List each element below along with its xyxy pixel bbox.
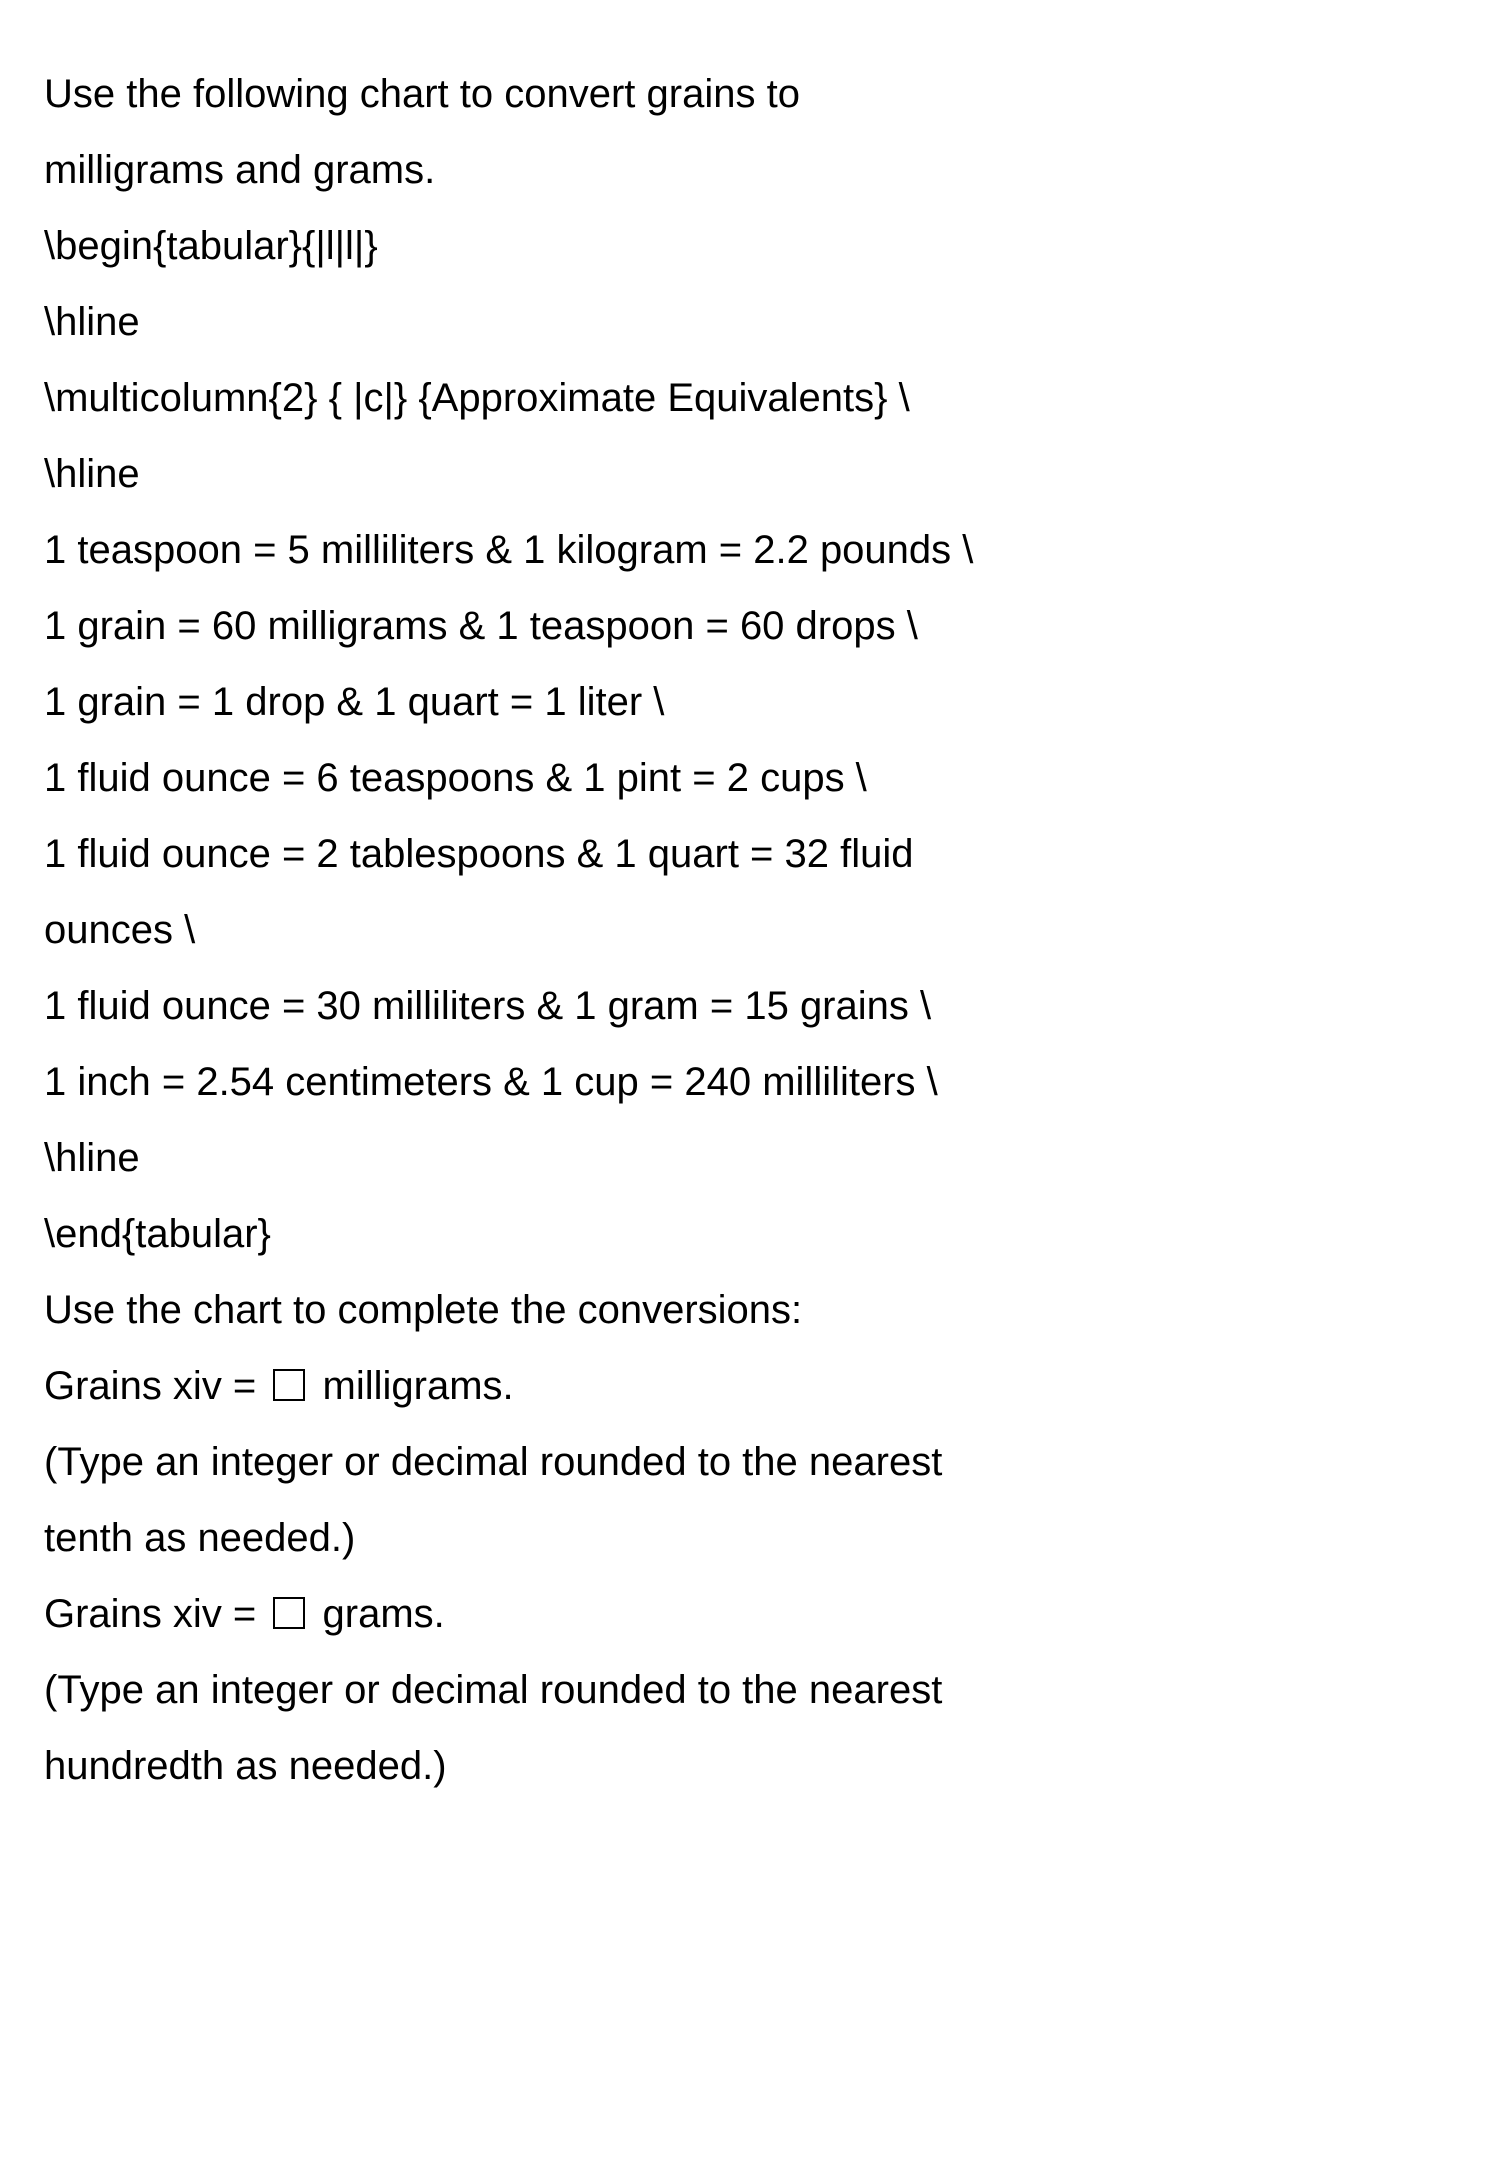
latex-hline-3: \hline xyxy=(44,1120,1456,1196)
table-row-6: 1 fluid ounce = 30 milliliters & 1 gram … xyxy=(44,968,1456,1044)
q1-hint-line-1: (Type an integer or decimal rounded to t… xyxy=(44,1424,1456,1500)
question-2: Grains xiv = grams. xyxy=(44,1576,1456,1652)
table-row-2: 1 grain = 60 milligrams & 1 teaspoon = 6… xyxy=(44,588,1456,664)
q1-hint-line-2: tenth as needed.) xyxy=(44,1500,1456,1576)
latex-multicolumn: \multicolumn{2} { |c|} {Approximate Equi… xyxy=(44,360,1456,436)
intro-line-2: milligrams and grams. xyxy=(44,132,1456,208)
q2-hint-line-2: hundredth as needed.) xyxy=(44,1728,1456,1804)
latex-end-tabular: \end{tabular} xyxy=(44,1196,1456,1272)
answer-box-icon[interactable] xyxy=(273,1597,305,1629)
q1-text-after: milligrams. xyxy=(311,1364,513,1408)
q2-text-before: Grains xiv = xyxy=(44,1592,267,1636)
conversion-instruction: Use the chart to complete the conversion… xyxy=(44,1272,1456,1348)
latex-hline-1: \hline xyxy=(44,284,1456,360)
latex-hline-2: \hline xyxy=(44,436,1456,512)
q2-hint-line-1: (Type an integer or decimal rounded to t… xyxy=(44,1652,1456,1728)
table-row-7: 1 inch = 2.54 centimeters & 1 cup = 240 … xyxy=(44,1044,1456,1120)
table-row-4: 1 fluid ounce = 6 teaspoons & 1 pint = 2… xyxy=(44,740,1456,816)
intro-line-1: Use the following chart to convert grain… xyxy=(44,56,1456,132)
q2-text-after: grams. xyxy=(311,1592,444,1636)
table-row-5b: ounces \ xyxy=(44,892,1456,968)
table-row-5a: 1 fluid ounce = 2 tablespoons & 1 quart … xyxy=(44,816,1456,892)
table-row-3: 1 grain = 1 drop & 1 quart = 1 liter \ xyxy=(44,664,1456,740)
problem-text: Use the following chart to convert grain… xyxy=(44,56,1456,1804)
answer-box-icon[interactable] xyxy=(273,1369,305,1401)
table-row-1: 1 teaspoon = 5 milliliters & 1 kilogram … xyxy=(44,512,1456,588)
latex-begin-tabular: \begin{tabular}{|l|l|} xyxy=(44,208,1456,284)
q1-text-before: Grains xiv = xyxy=(44,1364,267,1408)
question-1: Grains xiv = milligrams. xyxy=(44,1348,1456,1424)
